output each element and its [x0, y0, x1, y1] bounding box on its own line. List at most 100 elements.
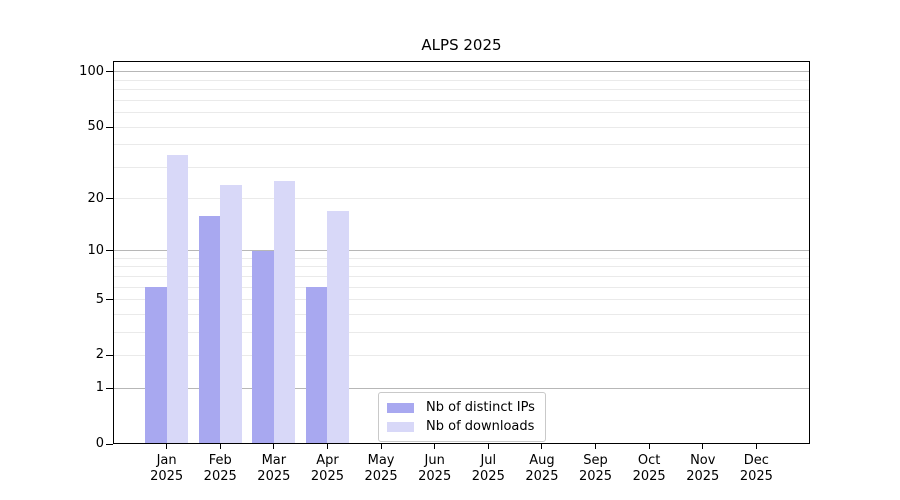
y-gridline-minor-60	[113, 112, 810, 114]
x-tick-month-dec: Dec	[743, 453, 769, 468]
y-tick-label-50: 50	[87, 119, 104, 135]
bar-nb-of-distinct-ips-jan	[145, 287, 167, 443]
y-tick-2	[106, 354, 113, 356]
x-tick-year-sep: 2025	[578, 469, 613, 484]
x-tick-month-jul: Jul	[480, 453, 497, 468]
x-tick-aug	[541, 444, 543, 449]
x-tick-may	[380, 444, 382, 449]
x-tick-year-aug: 2025	[525, 469, 559, 484]
x-tick-month-mar: Mar	[261, 453, 287, 468]
x-tick-year-may: 2025	[364, 469, 398, 484]
x-tick-year-jun: 2025	[418, 469, 452, 484]
y-gridline-minor-50	[113, 126, 810, 128]
y-tick-label-20: 20	[87, 190, 104, 206]
y-gridline-major-1	[113, 387, 810, 389]
y-gridline-minor-4	[113, 313, 810, 315]
y-gridline-minor-20	[113, 198, 810, 200]
legend-swatch-downloads	[387, 421, 414, 432]
y-tick-1	[106, 387, 113, 389]
x-tick-month-apr: Apr	[316, 453, 339, 468]
x-tick-label-jun: Jun 2025	[407, 453, 463, 485]
bar-nb-of-downloads-jan	[166, 155, 189, 443]
x-tick-year-nov: 2025	[686, 469, 720, 484]
y-gridline-minor-90	[113, 79, 810, 81]
legend-label-distinct-ips: Nb of distinct IPs	[426, 400, 535, 415]
x-tick-mar	[273, 444, 275, 449]
y-tick-20	[106, 198, 113, 200]
y-gridline-minor-7	[113, 275, 810, 277]
y-tick-label-10: 10	[87, 242, 104, 258]
y-tick-10	[106, 250, 113, 252]
x-tick-label-dec: Dec 2025	[728, 453, 784, 485]
y-tick-0	[106, 443, 113, 445]
x-tick-label-sep: Sep 2025	[568, 453, 624, 485]
x-tick-dec	[755, 444, 757, 449]
y-gridline-minor-9	[113, 257, 810, 259]
y-tick-label-100: 100	[79, 63, 104, 79]
y-gridline-minor-40	[113, 144, 810, 146]
x-tick-label-aug: Aug 2025	[514, 453, 570, 485]
x-tick-label-mar: Mar 2025	[246, 453, 302, 485]
bar-nb-of-downloads-mar	[273, 181, 296, 443]
x-tick-month-jan: Jan	[156, 453, 177, 468]
y-gridline-minor-30	[113, 166, 810, 168]
x-tick-label-jul: Jul 2025	[460, 453, 516, 485]
y-gridline-minor-5	[113, 299, 810, 301]
x-tick-month-nov: Nov	[690, 453, 716, 468]
x-tick-year-mar: 2025	[257, 469, 291, 484]
bar-nb-of-downloads-apr	[327, 211, 349, 443]
y-tick-label-1: 1	[95, 380, 104, 396]
x-tick-label-jan: Jan 2025	[139, 453, 195, 485]
legend-label-downloads: Nb of downloads	[426, 419, 535, 434]
legend-item-downloads: Nb of downloads	[379, 417, 545, 436]
x-tick-apr	[326, 444, 328, 449]
y-gridline-minor-6	[113, 286, 810, 288]
x-tick-jan	[166, 444, 168, 449]
legend-swatch-distinct-ips	[387, 402, 414, 413]
bar-nb-of-distinct-ips-feb	[198, 215, 221, 443]
y-tick-50	[106, 126, 113, 128]
x-tick-year-oct: 2025	[632, 469, 666, 484]
x-tick-year-feb: 2025	[203, 469, 237, 484]
x-tick-label-may: May 2025	[353, 453, 409, 485]
x-tick-label-oct: Oct 2025	[621, 453, 677, 485]
x-tick-sep	[595, 444, 597, 449]
x-tick-year-apr: 2025	[310, 469, 344, 484]
x-tick-month-jun: Jun	[424, 453, 445, 468]
y-tick-100	[106, 71, 113, 73]
x-tick-month-sep: Sep	[583, 453, 608, 468]
x-tick-year-jul: 2025	[471, 469, 505, 484]
x-tick-oct	[648, 444, 650, 449]
x-tick-month-aug: Aug	[529, 453, 555, 468]
x-tick-month-oct: Oct	[637, 453, 661, 468]
y-tick-label-2: 2	[95, 347, 104, 363]
x-tick-month-feb: Feb	[208, 453, 232, 468]
chart-title: ALPS 2025	[421, 36, 502, 54]
bar-nb-of-distinct-ips-mar	[252, 250, 274, 443]
x-tick-year-dec: 2025	[739, 469, 773, 484]
y-tick-5	[106, 299, 113, 301]
y-tick-label-5: 5	[95, 291, 104, 307]
x-tick-jun	[434, 444, 436, 449]
y-gridline-major-100	[113, 71, 810, 73]
x-tick-year-jan: 2025	[150, 469, 184, 484]
x-tick-jul	[487, 444, 489, 449]
x-tick-nov	[702, 444, 704, 449]
y-gridline-minor-3	[113, 331, 810, 333]
y-gridline-minor-80	[113, 89, 810, 91]
y-gridline-minor-8	[113, 266, 810, 268]
x-tick-label-apr: Apr 2025	[299, 453, 355, 485]
legend: Nb of distinct IPs Nb of downloads	[378, 392, 546, 442]
x-tick-label-feb: Feb 2025	[192, 453, 248, 485]
y-tick-label-0: 0	[95, 436, 104, 451]
x-tick-feb	[219, 444, 221, 449]
y-gridline-minor-2	[113, 354, 810, 356]
x-tick-label-nov: Nov 2025	[675, 453, 731, 485]
x-tick-month-may: May	[367, 453, 395, 468]
y-gridline-minor-70	[113, 99, 810, 101]
legend-item-distinct-ips: Nb of distinct IPs	[379, 398, 545, 417]
bar-nb-of-distinct-ips-apr	[305, 287, 328, 443]
y-gridline-major-10	[113, 250, 810, 252]
bar-nb-of-downloads-feb	[220, 184, 242, 443]
